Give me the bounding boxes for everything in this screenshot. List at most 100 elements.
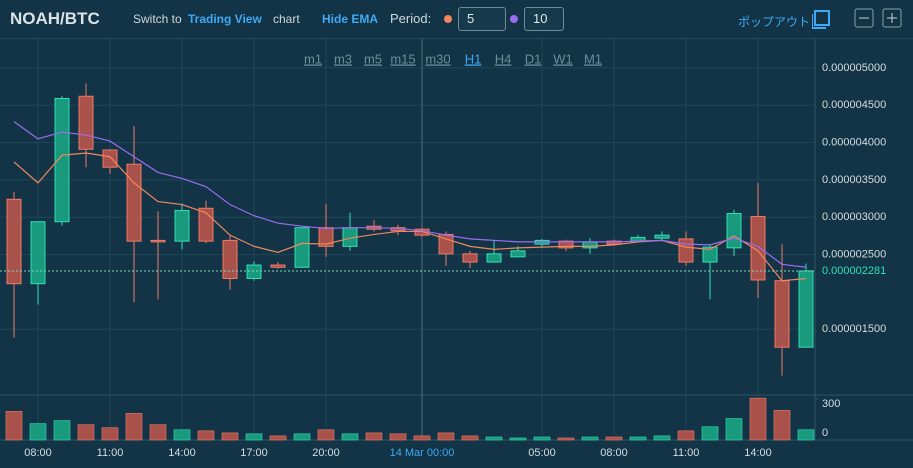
volume-bar: [653, 435, 671, 441]
minimize-button[interactable]: [854, 8, 874, 28]
hide-ema[interactable]: Hide EMA: [322, 12, 379, 26]
volume-bar: [461, 435, 479, 441]
window-buttons: [812, 8, 902, 29]
volume-bar: [725, 418, 743, 441]
candle-body: [294, 227, 310, 268]
timeframe[interactable]: m15: [390, 51, 415, 66]
y-tick-label: 0.000003000: [822, 211, 886, 223]
candle-body: [678, 238, 694, 263]
volume-bar: [677, 430, 695, 441]
candle-body: [654, 234, 670, 239]
ema-line: [13, 152, 807, 282]
candle-body: [126, 163, 142, 242]
candle-body: [438, 233, 454, 255]
y-tick-label: 0.000005000: [822, 62, 886, 74]
volume-bar: [269, 435, 287, 441]
volume-bar: [437, 432, 455, 441]
ema-dot: [510, 15, 518, 23]
volume-bar: [77, 424, 95, 441]
timeframe[interactable]: m5: [364, 51, 382, 66]
x-tick-label: 08:00: [24, 447, 52, 459]
timeframe[interactable]: H4: [495, 51, 512, 66]
chart: 0.000001500 0.000002500 0.000003000 0.00000…: [0, 39, 913, 459]
volume-bar: [749, 397, 767, 441]
candle-body: [606, 240, 622, 245]
period-label: Period:: [390, 11, 432, 26]
x-tick-label: 20:00: [312, 447, 340, 459]
volume-bar: [701, 426, 719, 441]
candle-body: [78, 95, 94, 150]
volume-bar: [29, 423, 47, 441]
volume-bar: [581, 436, 599, 441]
candle-body: [558, 240, 574, 249]
volume-bar: [197, 430, 215, 441]
maximize-button[interactable]: [882, 8, 902, 28]
x-tick-label: 11:00: [97, 447, 124, 459]
volume-bar: [293, 433, 311, 441]
volume-bar: [629, 436, 647, 441]
candle-body: [702, 246, 718, 263]
x-tick-label: 05:00: [528, 447, 556, 459]
x-tick-label: 11:00: [673, 447, 700, 459]
candle-body: [726, 213, 742, 249]
candle-body: [102, 149, 118, 168]
y-tick-label: 0.000004500: [822, 99, 886, 111]
switch-text: Switch to: [133, 12, 182, 26]
toolbar: NOAH/BTC Switch to Trading View chart Hi…: [0, 0, 913, 39]
volume-bar: [53, 420, 71, 441]
ema-dot: [444, 15, 452, 23]
volume-bar: [317, 429, 335, 441]
volume-bar: [773, 410, 791, 441]
volume-bar: [557, 437, 575, 441]
x-tick-label: 14 Mar 00:00: [390, 447, 455, 459]
volume-bar: [509, 437, 527, 441]
pair-title: NOAH/BTC: [10, 9, 100, 28]
volume-bar: [5, 411, 23, 441]
tv-link[interactable]: Trading View: [188, 12, 262, 26]
candle-body: [774, 280, 790, 348]
candle-body: [150, 239, 166, 243]
volume-bar: [797, 429, 815, 441]
candle-body: [318, 227, 334, 247]
timeframe[interactable]: W1: [553, 51, 573, 66]
popout[interactable]: ポップアウト: [738, 15, 811, 29]
chart-word: chart: [273, 12, 300, 26]
volume-bar: [413, 435, 431, 441]
timeframe[interactable]: m30: [425, 51, 450, 66]
period-input[interactable]: 5: [458, 7, 506, 31]
volume-bar: [149, 424, 167, 441]
timeframe[interactable]: D1: [525, 51, 542, 66]
x-tick-label: 14:00: [168, 447, 196, 459]
y2-tick-label: 300: [822, 398, 840, 410]
candle-body: [222, 239, 238, 279]
x-tick-label: 08:00: [600, 447, 628, 459]
popout-icon[interactable]: [814, 10, 830, 26]
timeframe[interactable]: H1: [465, 51, 482, 66]
volume-bar: [365, 432, 383, 441]
y-tick-label: 0.000004000: [822, 136, 886, 148]
ema-line: [13, 121, 807, 268]
x-tick-label: 14:00: [744, 447, 772, 459]
candle-body: [270, 264, 286, 268]
timeframe[interactable]: m3: [334, 51, 352, 66]
period-input[interactable]: 10: [524, 7, 564, 31]
candle-body: [486, 253, 502, 263]
y2-tick-label: 0: [822, 427, 828, 439]
timeframe[interactable]: M1: [584, 51, 602, 66]
candle-body: [30, 221, 46, 285]
candle-body: [54, 97, 70, 223]
volume-bar: [173, 429, 191, 441]
timeframe[interactable]: m1: [304, 51, 322, 66]
volume-bar: [389, 433, 407, 441]
volume-bar: [101, 427, 119, 441]
volume-bar: [341, 433, 359, 441]
y-tick-label: 0.000003500: [822, 174, 886, 186]
candle-body: [798, 270, 814, 348]
candle-body: [246, 264, 262, 279]
volume-bar: [221, 432, 239, 441]
volume-bar: [605, 436, 623, 441]
y-tick-label: 0.000001500: [822, 323, 886, 335]
candle-body: [462, 253, 478, 263]
last-price-label: 0.000002281: [822, 265, 886, 277]
